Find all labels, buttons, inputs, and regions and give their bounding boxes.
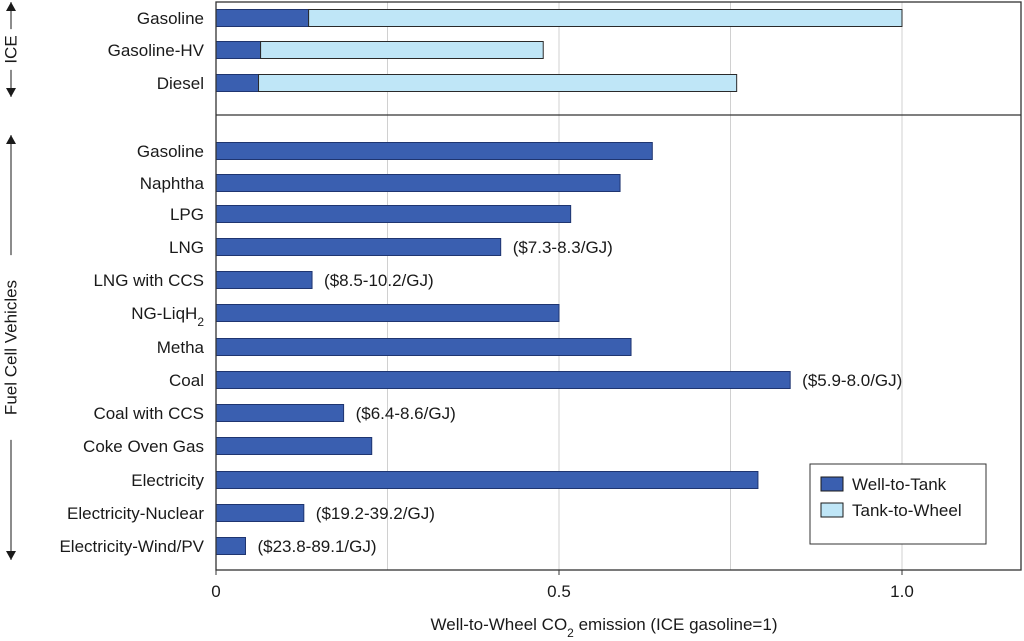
group-label: Fuel Cell Vehicles (2, 280, 21, 415)
bar-well-to-tank (215, 338, 632, 356)
x-axis-label: Well-to-Wheel CO2 emission (ICE gasoline… (431, 615, 778, 640)
cost-annotation: ($6.4-8.6/GJ) (356, 404, 456, 423)
bar-well-to-tank (215, 271, 313, 289)
plot-frame (215, 1, 1022, 571)
category-label: LNG (169, 238, 204, 257)
category-label: Coal (169, 371, 204, 390)
x-tick-label: 0 (211, 582, 220, 601)
x-tick-label: 0.5 (547, 582, 571, 601)
label-layer: Gasoline Gasoline-HV Diesel Gasoline Naphtha… (59, 9, 902, 556)
cost-annotation: ($8.5-10.2/GJ) (324, 271, 434, 290)
bar-well-to-tank (215, 174, 621, 192)
category-label: Electricity-Wind/PV (59, 537, 204, 556)
bar-well-to-tank (215, 41, 262, 59)
cost-annotation: ($7.3-8.3/GJ) (513, 238, 613, 257)
arrow-down-icon (6, 88, 16, 97)
legend-swatch (820, 476, 844, 492)
bar-well-to-tank (215, 74, 260, 92)
cost-annotation: ($23.8-89.1/GJ) (257, 537, 376, 556)
category-label: Gasoline-HV (108, 41, 205, 60)
category-label: Gasoline (137, 142, 204, 161)
x-tick-label: 1.0 (890, 582, 914, 601)
bar-well-to-tank (215, 142, 653, 160)
bar-well-to-tank (215, 537, 246, 555)
bar-well-to-tank (215, 205, 572, 223)
bar-well-to-tank (215, 471, 759, 489)
arrow-up-icon (6, 135, 16, 144)
legend-label: Tank-to-Wheel (852, 501, 962, 520)
bar-well-to-tank (215, 371, 791, 389)
bar-well-to-tank (215, 304, 560, 322)
group-label: ICE (2, 35, 21, 63)
cost-annotation: ($19.2-39.2/GJ) (316, 504, 435, 523)
category-label: Coke Oven Gas (83, 437, 204, 456)
category-label: LNG with CCS (93, 271, 204, 290)
bar-tank-to-wheel (260, 41, 544, 59)
category-label: Diesel (157, 74, 204, 93)
cost-annotation: ($5.9-8.0/GJ) (802, 371, 902, 390)
category-label: Metha (157, 338, 205, 357)
bar-well-to-tank (215, 238, 502, 256)
legend-label: Well-to-Tank (852, 475, 947, 494)
category-label: NG-LiqH2 (131, 304, 204, 329)
bar-tank-to-wheel (258, 74, 738, 92)
category-label: Electricity (131, 471, 204, 490)
legend-swatch (820, 502, 844, 518)
category-label: Electricity-Nuclear (67, 504, 204, 523)
arrow-down-icon (6, 551, 16, 560)
group-layer: ICE Fuel Cell Vehicles (2, 2, 21, 560)
category-label: LPG (170, 205, 204, 224)
bar-well-to-tank (215, 9, 310, 27)
arrow-up-icon (6, 2, 16, 11)
category-label: Naphtha (140, 174, 205, 193)
category-label: Coal with CCS (93, 404, 204, 423)
bar-layer (215, 9, 903, 555)
legend: Well-to-Tank Tank-to-Wheel (809, 463, 987, 545)
bar-well-to-tank (215, 504, 305, 522)
axis-layer: 0 0.5 1.0 Well-to-Wheel CO2 emission (ICE g… (211, 570, 914, 640)
bar-well-to-tank (215, 437, 373, 455)
bar-tank-to-wheel (308, 9, 903, 27)
bar-well-to-tank (215, 404, 345, 422)
category-label: Gasoline (137, 9, 204, 28)
